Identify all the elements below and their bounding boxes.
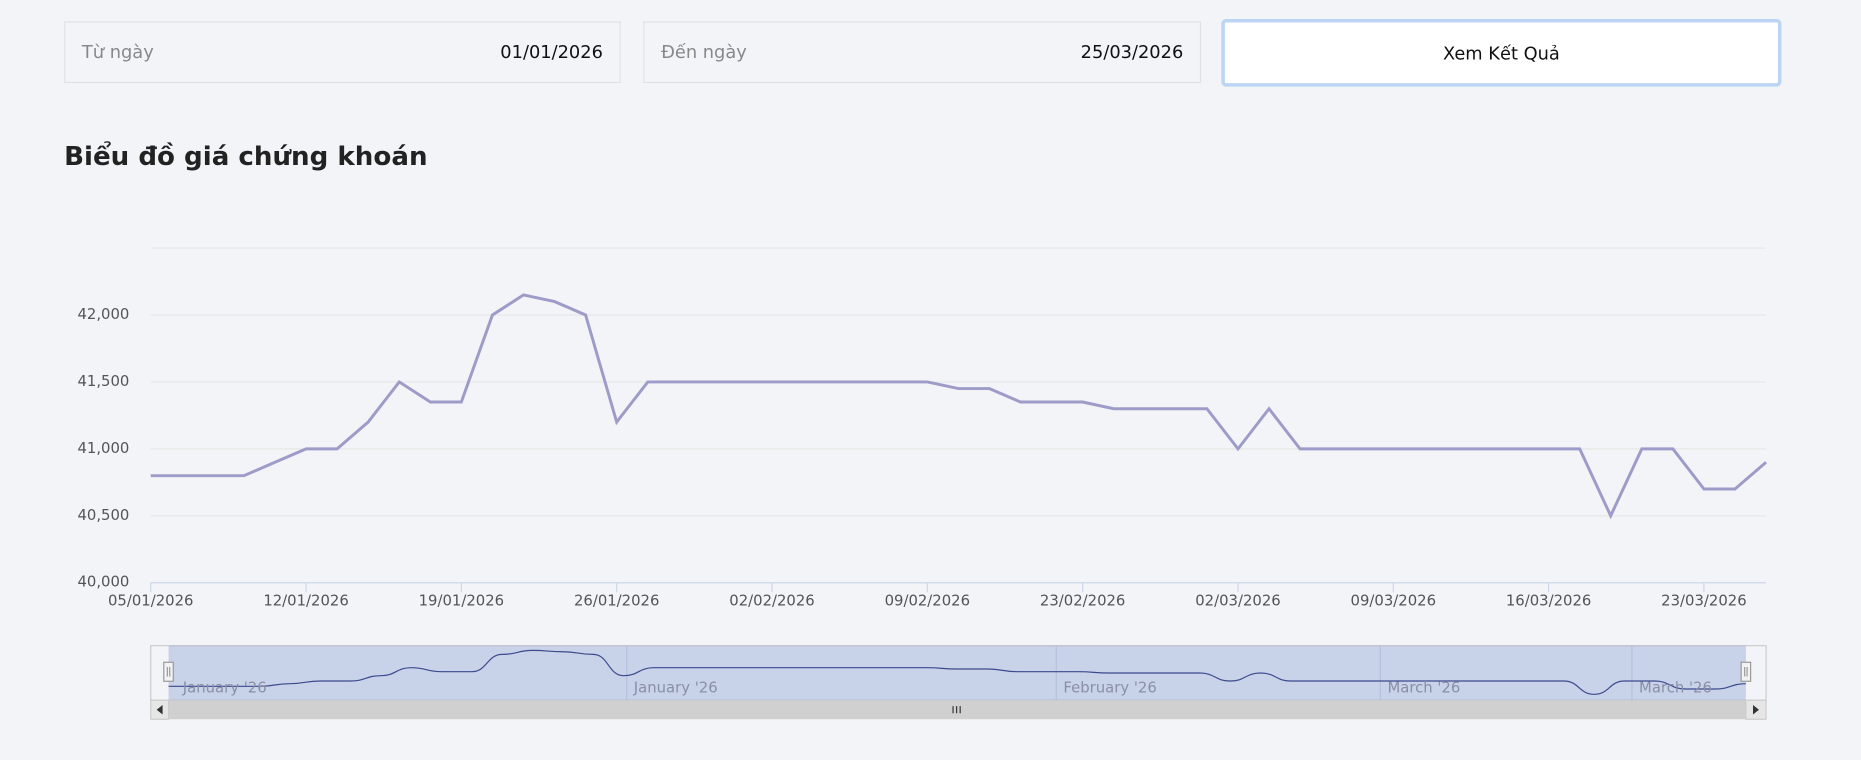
navigator-handle[interactable] — [1740, 661, 1752, 682]
handle-grip — [166, 667, 171, 677]
to-date-input[interactable]: Đến ngày 25/03/2026 — [643, 21, 1202, 84]
x-tick-label: 23/03/2026 — [1661, 593, 1746, 610]
y-tick-label: 40,500 — [77, 507, 129, 524]
handle-grip — [1744, 667, 1748, 677]
x-tick-label: 02/03/2026 — [1195, 593, 1280, 610]
from-value: 01/01/2026 — [500, 41, 603, 63]
y-tick-label: 42,000 — [77, 306, 129, 323]
submit-button[interactable]: Xem Kết Quả — [1221, 18, 1782, 87]
x-tick-label: 09/03/2026 — [1351, 593, 1436, 610]
navigator-label: January '26 — [633, 679, 718, 696]
scrollbar[interactable] — [150, 700, 1767, 720]
navigator-handle[interactable] — [163, 661, 174, 682]
navigator-label: January '26 — [182, 679, 267, 696]
navigator-line — [168, 649, 1746, 695]
x-tick-label: 26/01/2026 — [574, 593, 659, 610]
x-tick-label: 05/01/2026 — [108, 593, 193, 610]
y-tick-label: 41,000 — [77, 440, 129, 457]
from-label: Từ ngày — [81, 41, 154, 63]
navigator-label: March '26 — [1639, 679, 1712, 696]
navigator-label: February '26 — [1063, 679, 1156, 696]
scroll-grip — [952, 706, 961, 714]
to-label: Đến ngày — [661, 41, 747, 63]
x-tick-label: 19/01/2026 — [419, 593, 504, 610]
x-tick-label: 23/02/2026 — [1040, 593, 1125, 610]
y-tick-label: 41,500 — [77, 373, 129, 390]
arrow-right — [1752, 704, 1759, 715]
navigator-mask[interactable] — [168, 645, 1746, 701]
arrow-left — [156, 704, 163, 715]
navigator-label: March '26 — [1387, 679, 1460, 696]
x-tick-label: 09/02/2026 — [885, 593, 970, 610]
x-tick-label: 16/03/2026 — [1506, 593, 1591, 610]
price-line — [150, 293, 1768, 520]
y-tick-label: 40,000 — [77, 574, 129, 591]
x-tick-label: 12/01/2026 — [263, 593, 348, 610]
to-value: 25/03/2026 — [1080, 41, 1184, 63]
chart-title: Biểu đồ giá chứng khoán — [64, 142, 428, 173]
x-tick-label: 02/02/2026 — [729, 593, 814, 610]
from-date-input[interactable]: Từ ngày 01/01/2026 — [64, 21, 621, 84]
